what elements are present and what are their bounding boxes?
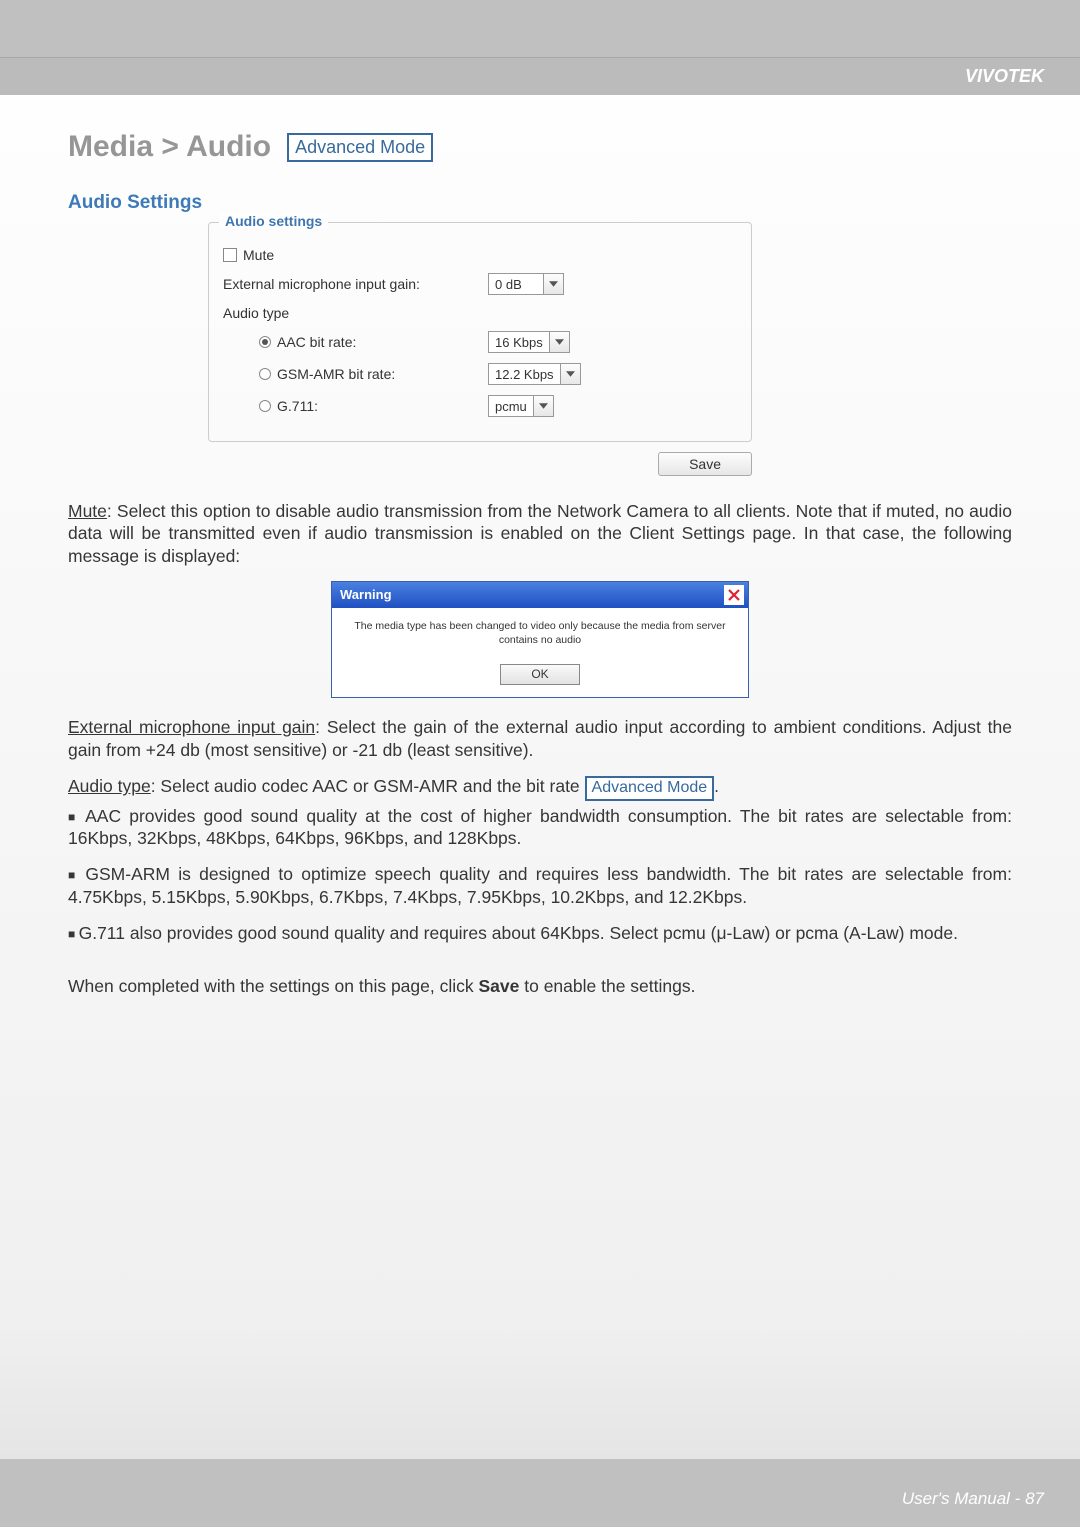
chevron-down-icon [549, 332, 569, 352]
audio-type-desc-pre: : Select audio codec AAC or GSM-AMR and … [151, 776, 585, 796]
audio-type-row: Audio type [223, 305, 737, 321]
g711-row: G.711: pcmu [223, 395, 737, 417]
ext-mic-paragraph: External microphone input gain: Select t… [68, 716, 1012, 761]
g711-mode-select[interactable]: pcmu [488, 395, 554, 417]
mute-row: Mute [223, 247, 737, 263]
chevron-down-icon [543, 274, 563, 294]
page-content: Media > Audio Advanced Mode Audio Settin… [0, 95, 1080, 1459]
gsm-bitrate-value: 12.2 Kbps [489, 367, 560, 382]
bullet-aac: AAC provides good sound quality at the c… [68, 805, 1012, 850]
chevron-down-icon [560, 364, 580, 384]
aac-label: AAC bit rate: [277, 334, 356, 350]
body-paragraphs: Mute: Select this option to disable audi… [68, 500, 1012, 997]
ext-mic-label: External microphone input gain: [223, 276, 488, 292]
save-note-pre: When completed with the settings on this… [68, 976, 479, 996]
g711-radio[interactable] [259, 400, 271, 412]
gsm-label: GSM-AMR bit rate: [277, 366, 395, 382]
aac-bitrate-select[interactable]: 16 Kbps [488, 331, 570, 353]
mode-badge-inline: Advanced Mode [585, 776, 715, 800]
warning-dialog: Warning The media type has been changed … [331, 581, 749, 698]
dialog-message: The media type has been changed to video… [332, 608, 748, 661]
chevron-down-icon [533, 396, 553, 416]
audio-settings-panel: Audio settings Mute External microphone … [208, 222, 752, 442]
audio-type-desc-post: . [714, 776, 719, 796]
mute-checkbox[interactable] [223, 248, 237, 262]
mute-paragraph: Mute: Select this option to disable audi… [68, 500, 1012, 567]
dialog-buttons: OK [332, 661, 748, 697]
save-note-post: to enable the settings. [519, 976, 695, 996]
gsm-row: GSM-AMR bit rate: 12.2 Kbps [223, 363, 737, 385]
page-title: Media > Audio [68, 130, 271, 164]
audio-type-label: Audio type [223, 305, 289, 321]
mode-badge: Advanced Mode [287, 133, 433, 162]
gsm-bitrate-select[interactable]: 12.2 Kbps [488, 363, 581, 385]
save-note-bold: Save [479, 976, 520, 996]
footer-label: User's Manual - [902, 1489, 1025, 1508]
close-icon[interactable] [724, 585, 744, 605]
save-note: When completed with the settings on this… [68, 975, 1012, 997]
mute-label: Mute [243, 247, 274, 263]
brand-text: VIVOTEK [965, 66, 1044, 87]
aac-row: AAC bit rate: 16 Kbps [223, 331, 737, 353]
dialog-titlebar: Warning [332, 582, 748, 608]
page-title-row: Media > Audio Advanced Mode [68, 130, 1012, 164]
section-heading: Audio Settings [68, 192, 1012, 214]
g711-mode-value: pcmu [489, 399, 533, 414]
mute-underline: Mute [68, 501, 107, 521]
mute-desc: : Select this option to disable audio tr… [68, 501, 1012, 566]
fieldset-legend: Audio settings [219, 213, 328, 229]
bullet-gsm: GSM-ARM is designed to optimize speech q… [68, 863, 1012, 908]
g711-label: G.711: [277, 398, 318, 414]
audio-type-paragraph: Audio type: Select audio codec AAC or GS… [68, 775, 1012, 800]
ext-mic-row: External microphone input gain: 0 dB [223, 273, 737, 295]
ok-button[interactable]: OK [500, 664, 579, 685]
audio-type-underline: Audio type [68, 776, 151, 796]
page-number: 87 [1025, 1489, 1044, 1508]
footer: User's Manual - 87 [902, 1489, 1044, 1509]
gsm-radio[interactable] [259, 368, 271, 380]
save-button[interactable]: Save [658, 452, 752, 476]
save-row: Save [208, 452, 752, 476]
ext-mic-gain-value: 0 dB [489, 277, 543, 292]
header-band: VIVOTEK [0, 57, 1080, 95]
ext-mic-gain-select[interactable]: 0 dB [488, 273, 564, 295]
aac-bitrate-value: 16 Kbps [489, 335, 549, 350]
dialog-title: Warning [340, 587, 392, 604]
aac-radio[interactable] [259, 336, 271, 348]
bullet-g711: G.711 also provides good sound quality a… [68, 922, 1012, 944]
ext-mic-underline: External microphone input gain [68, 717, 315, 737]
